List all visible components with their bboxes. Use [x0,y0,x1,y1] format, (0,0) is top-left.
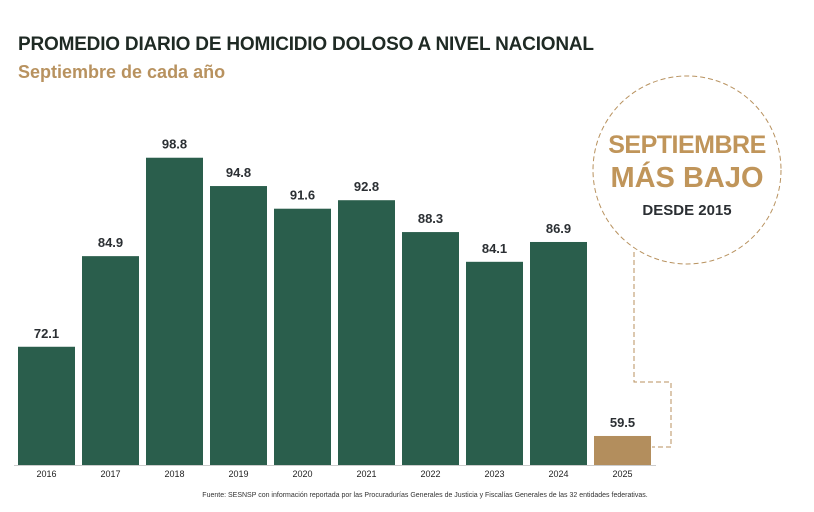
x-tick-label: 2024 [548,469,568,479]
x-tick-label: 2022 [420,469,440,479]
bar-2018 [146,157,203,465]
x-tick-label: 2016 [36,469,56,479]
x-tick-label: 2018 [164,469,184,479]
callout-connector [633,252,672,448]
data-label: 59.5 [610,415,635,430]
data-label: 94.8 [226,165,251,180]
data-label: 88.3 [418,211,443,226]
bar-2020 [274,208,331,466]
x-tick-label: 2025 [612,469,632,479]
data-label: 72.1 [34,326,59,341]
x-tick-label: 2019 [228,469,248,479]
chart-subtitle: Septiembre de cada año [18,62,226,82]
chart-title: PROMEDIO DIARIO DE HOMICIDIO DOLOSO A NI… [18,34,594,55]
bar-2022 [402,232,459,465]
x-tick-label: 2021 [356,469,376,479]
badge-line-3: DESDE 2015 [642,202,732,219]
x-tick-label: 2017 [100,469,120,479]
source-note: Fuente: SESNSP con información reportada… [202,492,648,499]
bar-2017 [82,256,139,465]
badge-line-1: SEPTIEMBRE [608,131,766,159]
x-tick-label: 2023 [484,469,504,479]
bar-2024 [530,241,587,465]
bar-2019 [210,186,267,465]
data-label: 92.8 [354,179,379,194]
data-label: 84.9 [98,235,123,250]
callout-circle [592,75,782,265]
badge-line-2: MÁS BAJO [610,162,764,194]
data-label: 91.6 [290,188,315,203]
bar-2021 [338,200,395,465]
data-label: 86.9 [546,221,571,236]
bar-2023 [466,261,523,465]
lowest-september-badge: SEPTIEMBRE MÁS BAJO DESDE 2015 [593,76,781,264]
data-label: 98.8 [162,137,187,152]
bar-2025 [594,435,651,465]
x-tick-label: 2020 [292,469,312,479]
bar-2016 [18,346,75,465]
data-label: 84.1 [482,241,507,256]
